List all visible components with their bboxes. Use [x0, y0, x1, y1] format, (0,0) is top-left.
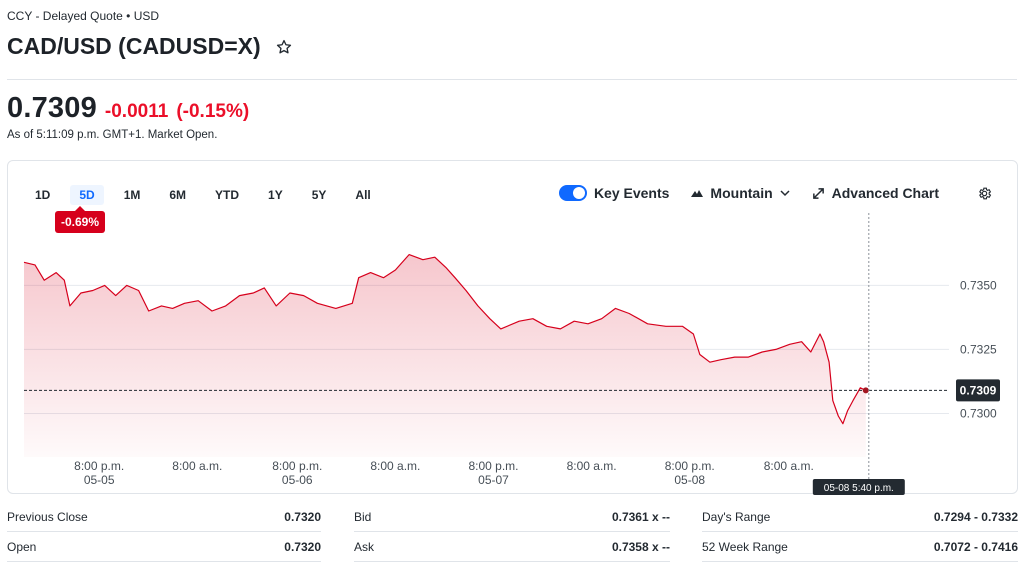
gear-icon	[979, 187, 992, 199]
x-tick-time: 8:00 a.m.	[567, 459, 617, 473]
expand-icon	[812, 187, 824, 199]
chart-card: 1D 5D 1M 6M YTD 1Y 5Y All -0.69% Key Events Mou…	[7, 160, 1019, 495]
quote-meta: CCY - Delayed Quote • USD	[7, 9, 160, 23]
crosshair-tag	[812, 479, 905, 495]
chart-type-select[interactable]: Mountain	[691, 185, 790, 201]
divider	[7, 79, 1017, 80]
advanced-chart-label: Advanced Chart	[831, 185, 939, 201]
price-change-percent: (-0.15%)	[176, 101, 250, 122]
stat-label: Previous Close	[7, 509, 88, 524]
mountain-icon	[691, 190, 704, 197]
range-tab-1y[interactable]: 1Y	[268, 188, 283, 202]
star-icon[interactable]	[275, 38, 293, 56]
stat-label: Open	[7, 539, 37, 554]
current-price: 0.7309	[7, 92, 97, 124]
stat-label: Day's Range	[702, 509, 771, 524]
series-line	[23, 254, 867, 425]
y-tick-label: 0.7325	[960, 342, 997, 356]
chart-settings-button[interactable]	[977, 186, 992, 201]
stat-value: 0.7320	[284, 539, 321, 554]
toggle-switch-icon[interactable]	[558, 185, 587, 201]
price-chart[interactable]: 0.7350 0.7325 0.7300 0.7309 05-08 5:40 p.m. 8…	[8, 161, 1019, 495]
period-change-badge: -0.69%	[55, 206, 106, 233]
x-tick-date: 05-08	[674, 473, 705, 487]
x-tick-time: 8:00 p.m.	[665, 459, 715, 473]
x-tick-time: 8:00 p.m.	[468, 459, 518, 473]
y-tick-label: 0.7350	[960, 278, 997, 292]
stat-value: 0.7294 - 0.7332	[933, 509, 1018, 524]
y-tick-label: 0.7300	[960, 406, 997, 420]
stat-value: 0.7358 x --	[611, 539, 670, 554]
stat-row: Open 0.7320	[7, 532, 321, 562]
x-tick-date: 05-07	[478, 473, 509, 487]
x-tick-date: 05-05	[84, 473, 115, 487]
crosshair-label: 05-08 5:40 p.m.	[824, 483, 894, 494]
title-row: CAD/USD (CADUSD=X)	[7, 33, 293, 60]
price-row: 0.7309 -0.0011 (-0.15%)	[7, 92, 249, 125]
key-events-label: Key Events	[593, 185, 670, 201]
x-tick-time: 8:00 p.m.	[272, 459, 322, 473]
stat-row: Day's Range 0.7294 - 0.7332	[702, 502, 1018, 532]
stat-label: Bid	[354, 509, 372, 524]
x-tick-time: 8:00 a.m.	[764, 459, 814, 473]
range-tab-5d[interactable]: 5D	[70, 185, 104, 205]
stat-row: Previous Close 0.7320	[7, 502, 321, 532]
chevron-down-icon	[780, 190, 790, 197]
price-change: -0.0011	[104, 101, 169, 122]
range-tabs: 1D 5D 1M 6M YTD 1Y 5Y All	[26, 185, 380, 205]
key-events-toggle[interactable]: Key Events	[558, 185, 670, 201]
last-point	[862, 387, 869, 394]
x-tick-date: 05-06	[282, 473, 313, 487]
range-tab-all[interactable]: All	[355, 188, 371, 202]
x-tick-time: 8:00 p.m.	[74, 459, 124, 473]
advanced-chart-button[interactable]: Advanced Chart	[812, 185, 939, 201]
stat-value: 0.7361 x --	[611, 509, 670, 524]
page-title: CAD/USD (CADUSD=X)	[7, 33, 261, 59]
chart-type-label: Mountain	[710, 185, 773, 201]
x-tick-time: 8:00 a.m.	[172, 459, 222, 473]
stat-value: 0.7072 - 0.7416	[933, 539, 1018, 554]
range-tab-1d[interactable]: 1D	[35, 188, 51, 202]
quote-timestamp: As of 5:11:09 p.m. GMT+1. Market Open.	[7, 129, 218, 141]
stat-row: Ask 0.7358 x --	[354, 532, 670, 562]
stat-label: Ask	[354, 539, 375, 554]
stat-label: 52 Week Range	[702, 539, 788, 554]
stat-value: 0.7320	[284, 509, 321, 524]
stat-row: Bid 0.7361 x --	[354, 502, 670, 532]
current-value-tag	[956, 379, 1000, 402]
current-value-label: 0.7309	[960, 383, 997, 397]
stat-row: 52 Week Range 0.7072 - 0.7416	[702, 532, 1018, 562]
chart-controls: Key Events Mountain Advanced Chart	[558, 185, 992, 201]
x-tick-time: 8:00 a.m.	[370, 459, 420, 473]
range-tab-6m[interactable]: 6M	[169, 188, 187, 202]
series-area	[24, 254, 866, 457]
range-tab-5y[interactable]: 5Y	[311, 188, 327, 202]
range-tab-ytd[interactable]: YTD	[215, 188, 240, 202]
range-tab-1m[interactable]: 1M	[123, 188, 141, 202]
